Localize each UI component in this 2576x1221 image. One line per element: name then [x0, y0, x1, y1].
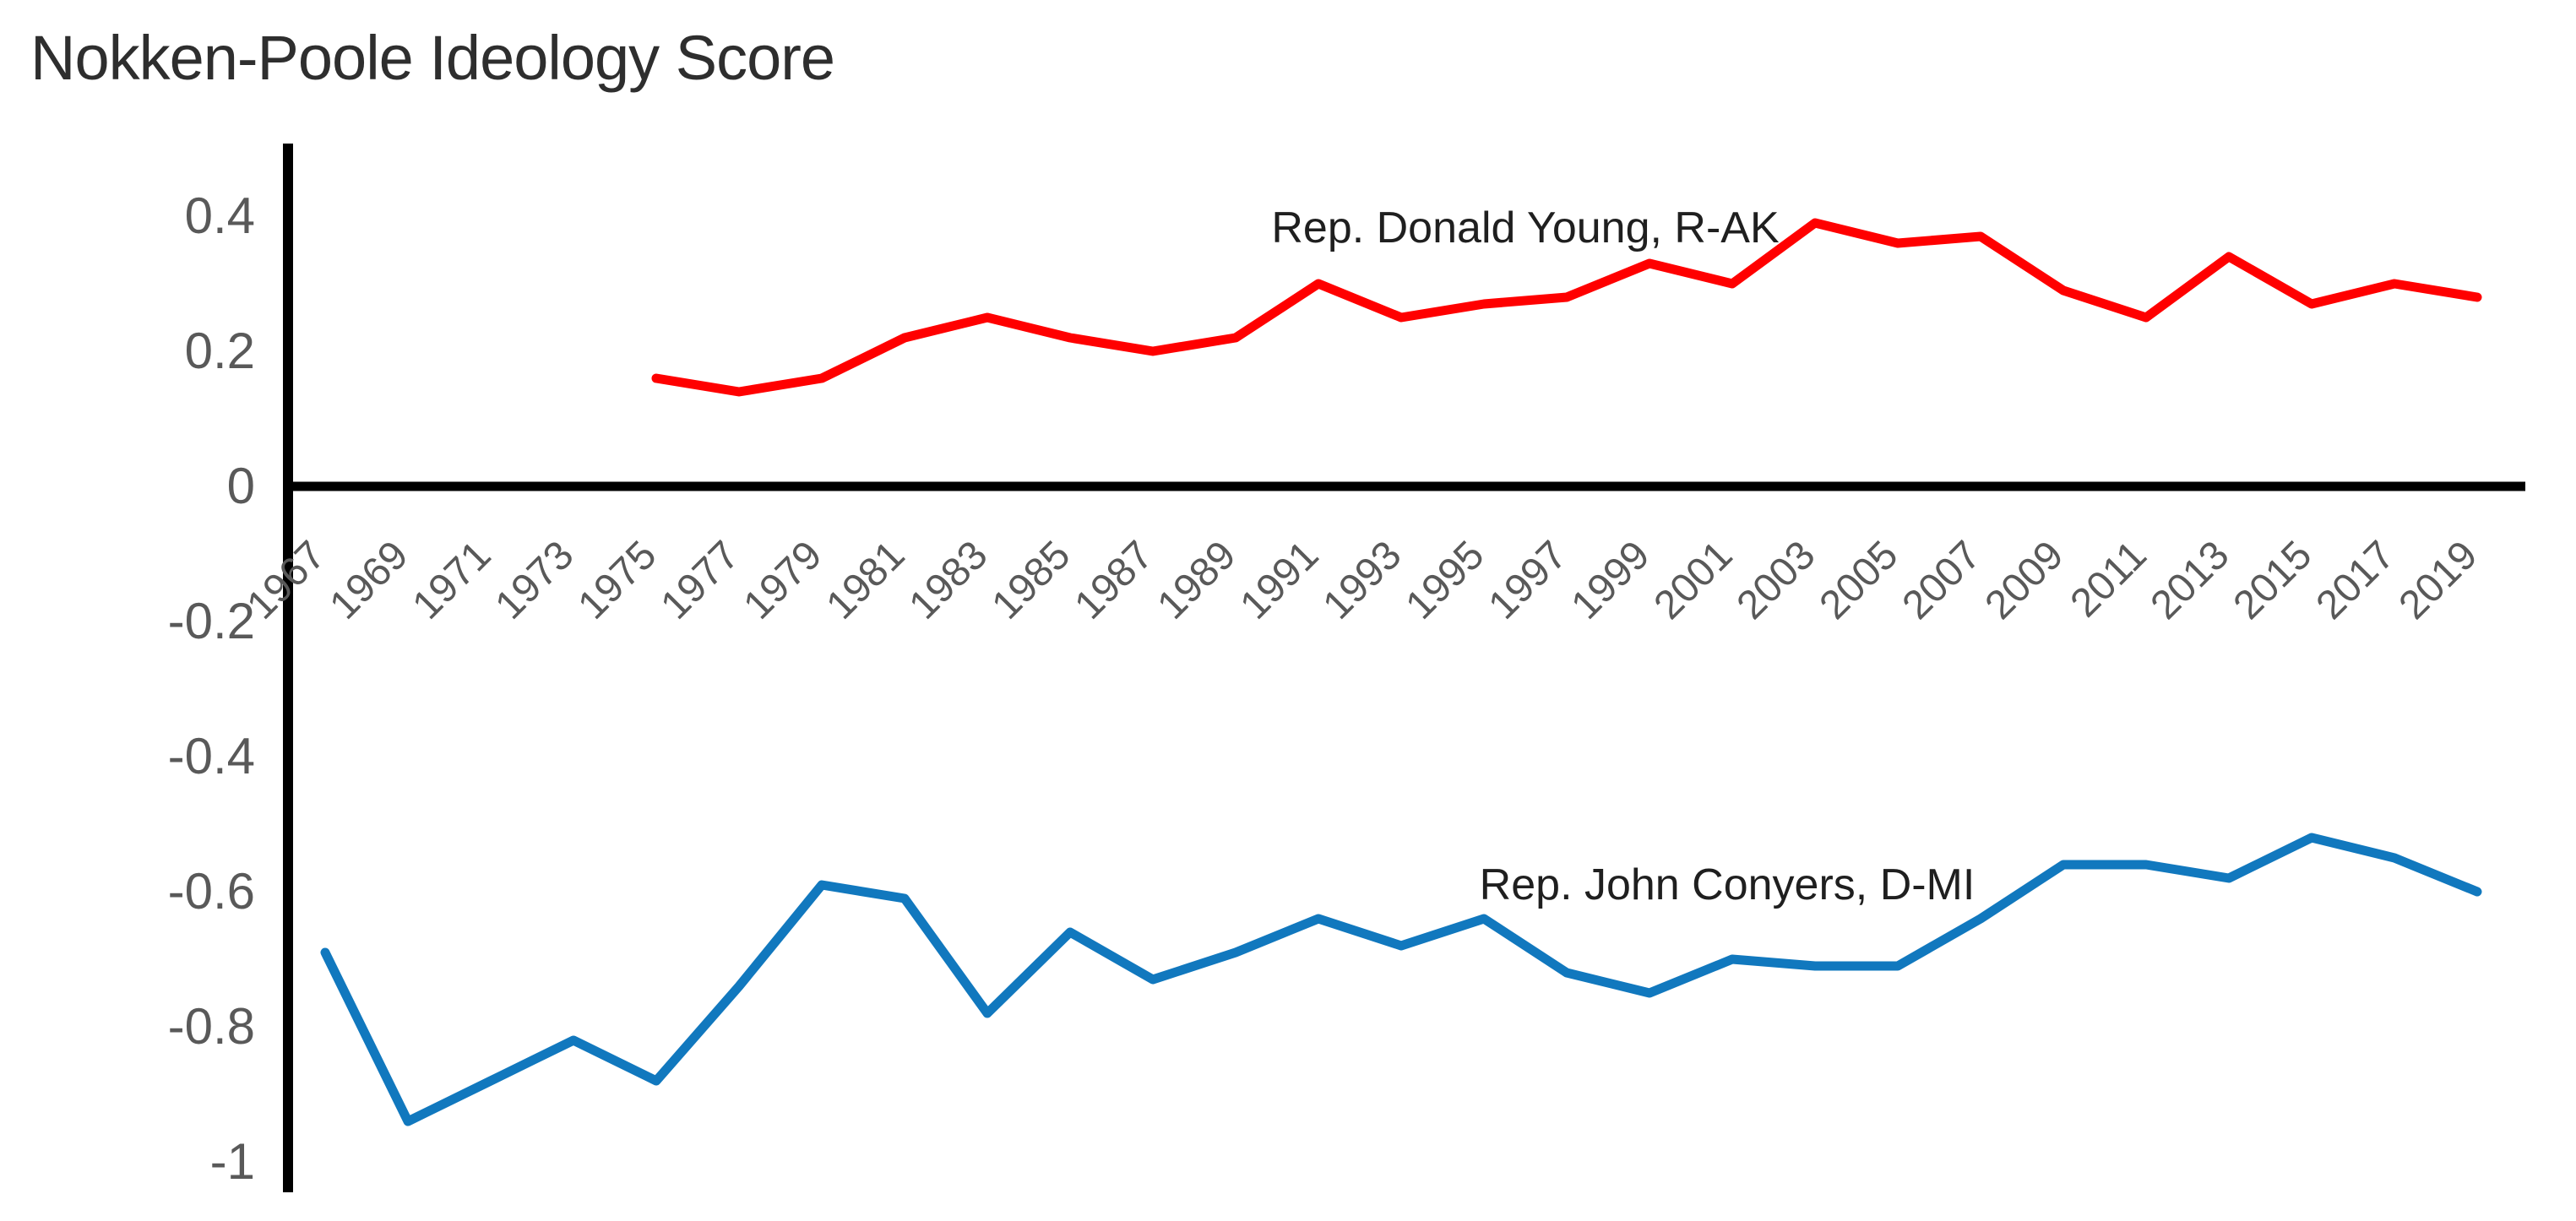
series-label-donald-young: Rep. Donald Young, R-AK	[1271, 204, 1780, 252]
y-tick-label: -0.2	[167, 593, 255, 649]
chart-title: Nokken-Poole Ideology Score	[30, 23, 835, 93]
y-tick-label: -1	[209, 1133, 255, 1190]
y-tick-label: 0	[226, 458, 255, 514]
y-tick-label: -0.8	[167, 998, 255, 1055]
series-line-conyers	[320, 833, 2482, 1126]
y-tick-label: -0.4	[167, 728, 255, 784]
series-label-john-conyers: Rep. John Conyers, D-MI	[1479, 860, 1975, 909]
y-tick-label: -0.6	[167, 863, 255, 920]
series-line-young	[651, 218, 2482, 397]
y-tick-label: 0.2	[184, 323, 255, 379]
y-tick-label: 0.4	[184, 187, 255, 244]
